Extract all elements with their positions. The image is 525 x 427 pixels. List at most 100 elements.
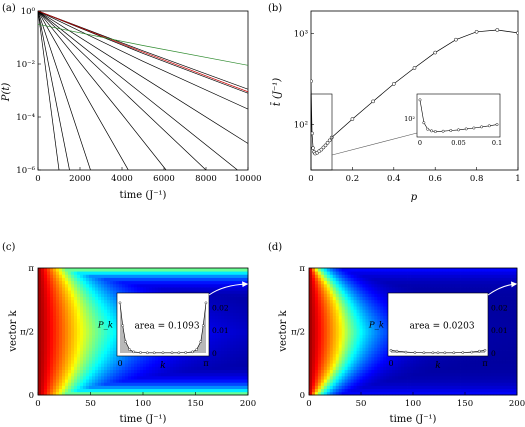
heatmap-cell: [65, 360, 69, 364]
heatmap-cell: [454, 290, 458, 294]
heatmap-cell: [110, 277, 114, 282]
heatmap-cell: [329, 321, 334, 326]
heatmap-cell: [215, 334, 219, 339]
heatmap-cell: [401, 271, 405, 275]
heatmap-cell: [335, 277, 340, 282]
heatmap-cell: [314, 385, 319, 390]
heatmap-cell: [47, 344, 51, 348]
heatmap-cell: [98, 321, 102, 326]
heatmap-cell: [380, 356, 384, 361]
heatmap-cell: [134, 274, 138, 278]
heatmap-cell: [442, 375, 447, 380]
heatmap-cell: [332, 268, 337, 272]
heatmap-cell: [212, 293, 216, 297]
heatmap-cell: [317, 353, 322, 358]
heatmap-cell: [221, 299, 225, 304]
heatmap-cell: [161, 372, 165, 377]
heatmap-cell: [38, 280, 42, 285]
heatmap-cell: [380, 372, 384, 377]
heatmap-cell: [41, 325, 45, 329]
heatmap-cell: [95, 391, 99, 396]
heatmap-cell: [401, 379, 405, 383]
heatmap-cell: [350, 277, 354, 282]
heatmap-cell: [365, 372, 369, 377]
heatmap-cell: [433, 271, 438, 275]
heatmap-cell: [86, 353, 90, 358]
heatmap-cell: [119, 369, 123, 374]
heatmap-cell: [89, 315, 93, 320]
heatmap-cell: [131, 271, 135, 275]
heatmap-cell: [398, 372, 402, 377]
heatmap-cell: [38, 274, 42, 278]
heatmap-cell: [332, 287, 337, 291]
heatmap-cell: [380, 268, 384, 272]
heatmap-cell: [71, 315, 75, 320]
heatmap-cell: [92, 315, 96, 320]
heatmap-cell: [329, 375, 334, 380]
heatmap-cell: [221, 296, 225, 301]
heatmap-cell: [362, 350, 366, 355]
heatmap-cell: [368, 366, 372, 370]
heatmap-cell: [326, 283, 331, 288]
heatmap-cell: [230, 277, 234, 282]
heatmap-cell: [95, 280, 99, 285]
heatmap-cell: [176, 283, 180, 288]
heatmap-cell: [317, 271, 322, 275]
heatmap-cell: [320, 385, 325, 390]
heatmap-cell: [131, 372, 135, 377]
heatmap-cell: [146, 280, 150, 285]
heatmap-cell: [152, 363, 156, 367]
heatmap-cell: [448, 391, 453, 396]
heatmap-cell: [119, 280, 123, 285]
heatmap-cell: [404, 271, 408, 275]
heatmap-cell: [206, 372, 210, 377]
heatmap-cell: [113, 382, 117, 386]
heatmap-cell: [212, 350, 216, 355]
heatmap-cell: [224, 312, 228, 317]
heatmap-cell: [164, 375, 168, 380]
heatmap-cell: [320, 347, 325, 351]
heatmap-cell: [71, 280, 75, 285]
heatmap-cell: [200, 385, 204, 390]
heatmap-cell: [92, 372, 96, 377]
heatmap-cell: [77, 363, 81, 367]
heatmap-cell: [116, 382, 120, 386]
heatmap-cell: [338, 287, 343, 291]
heatmap-cell: [347, 293, 351, 297]
heatmap-cell: [445, 382, 450, 386]
heatmap-cell: [104, 290, 108, 294]
heatmap-cell: [212, 312, 216, 317]
heatmap-cell: [386, 280, 390, 285]
heatmap-cell: [314, 379, 319, 383]
heatmap-cell: [383, 347, 387, 351]
heatmap-cell: [56, 347, 60, 351]
heatmap-cell: [245, 315, 249, 320]
heatmap-cell: [107, 347, 111, 351]
heatmap-cell: [245, 385, 249, 390]
heatmap-cell: [362, 344, 366, 348]
heatmap-cell: [404, 290, 408, 294]
heatmap-cell: [143, 283, 147, 288]
heatmap-cell: [347, 271, 351, 275]
heatmap-cell: [415, 268, 420, 272]
heatmap-cell: [65, 356, 69, 361]
heatmap-cell: [146, 382, 150, 386]
heatmap-cell: [158, 366, 162, 370]
heatmap-cell: [236, 309, 240, 313]
heatmap-cell: [143, 280, 147, 285]
heatmap-cell: [392, 382, 396, 386]
heatmap-cell: [421, 280, 426, 285]
heatmap-cell: [143, 369, 147, 374]
heatmap-cell: [433, 274, 438, 278]
heatmap-cell: [386, 356, 390, 361]
heatmap-cell: [377, 287, 381, 291]
heatmap-cell: [86, 271, 90, 275]
heatmap-cell: [188, 290, 192, 294]
heatmap-cell: [221, 277, 225, 282]
heatmap-cell: [53, 268, 57, 272]
heatmap-cell: [323, 337, 328, 342]
heatmap-cell: [71, 331, 75, 336]
heatmap-cell: [442, 360, 447, 364]
heatmap-cell: [356, 318, 360, 323]
heatmap-cell: [41, 360, 45, 364]
